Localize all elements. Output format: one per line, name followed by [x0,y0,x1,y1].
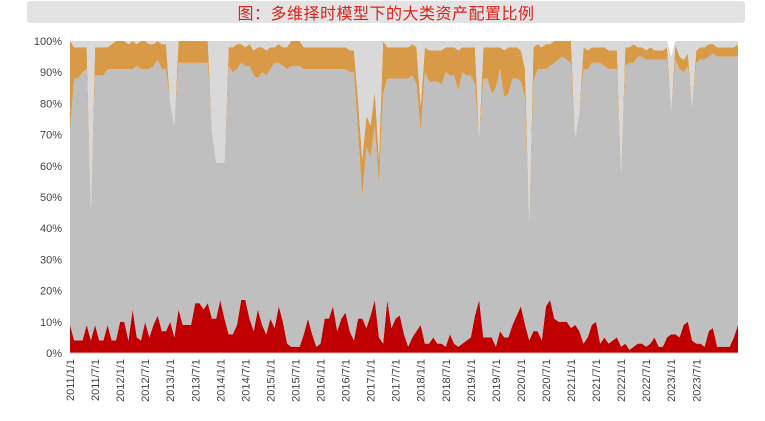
y-tick-label: 60% [40,161,62,173]
y-tick-label: 50% [40,192,62,204]
x-tick-label: 2017/7/1 [391,359,403,402]
x-tick-label: 2023/7/1 [691,359,703,402]
x-tick-label: 2011/1/1 [65,359,77,401]
x-tick-label: 2022/1/1 [616,359,628,402]
y-tick-label: 100% [34,36,62,48]
x-tick-label: 2021/7/1 [591,359,603,402]
x-tick-label: 2013/7/1 [190,359,202,402]
y-axis: 0% 10% 20% 30% 40% 50% 60% 70% 80% 90% 100% [34,36,62,360]
x-tick-label: 2020/1/1 [516,359,528,402]
x-tick-label: 2014/7/1 [240,359,252,402]
x-tick-label: 2019/7/1 [491,359,503,402]
x-tick-label: 2018/7/1 [441,359,453,402]
x-tick-label: 2013/1/1 [165,359,177,402]
x-tick-label: 2012/1/1 [115,359,127,402]
x-tick-label: 2016/7/1 [341,359,353,402]
y-tick-label: 70% [40,130,62,142]
x-tick-label: 2017/1/1 [366,359,378,402]
chart-title-bar: 图：多维择时模型下的大类资产配置比例 [27,1,745,23]
y-tick-label: 0% [46,348,62,360]
x-tick-label: 2021/1/1 [566,359,578,402]
x-tick-label: 2011/7/1 [90,359,102,401]
x-tick-label: 2015/1/1 [265,359,277,402]
area-series-4 [70,41,738,222]
area-series-1 [70,299,738,353]
x-tick-label: 2020/7/1 [541,359,553,402]
x-tick-label: 2012/7/1 [140,359,152,402]
y-tick-label: 80% [40,98,62,110]
y-tick-label: 40% [40,223,62,235]
chart-title: 图：多维择时模型下的大类资产配置比例 [237,4,535,23]
area-series-3 [70,41,738,222]
x-tick-label: 2016/1/1 [316,359,328,402]
x-tick-label: 2023/1/1 [666,359,678,402]
area-series-2 [70,53,738,350]
x-tick-label: 2018/1/1 [416,359,428,402]
x-tick-label: 2019/1/1 [466,359,478,402]
area-series-group [70,41,738,353]
x-tick-label: 2015/7/1 [291,359,303,402]
y-tick-label: 90% [40,67,62,79]
x-tick-label: 2022/7/1 [641,359,653,402]
y-tick-label: 10% [40,317,62,329]
x-axis: 2011/1/1 2011/7/1 2012/1/1 2012/7/1 2013/1/1… [65,352,738,402]
x-tick-label: 2014/1/1 [215,359,227,402]
y-tick-label: 20% [40,286,62,298]
y-tick-label: 30% [40,254,62,266]
